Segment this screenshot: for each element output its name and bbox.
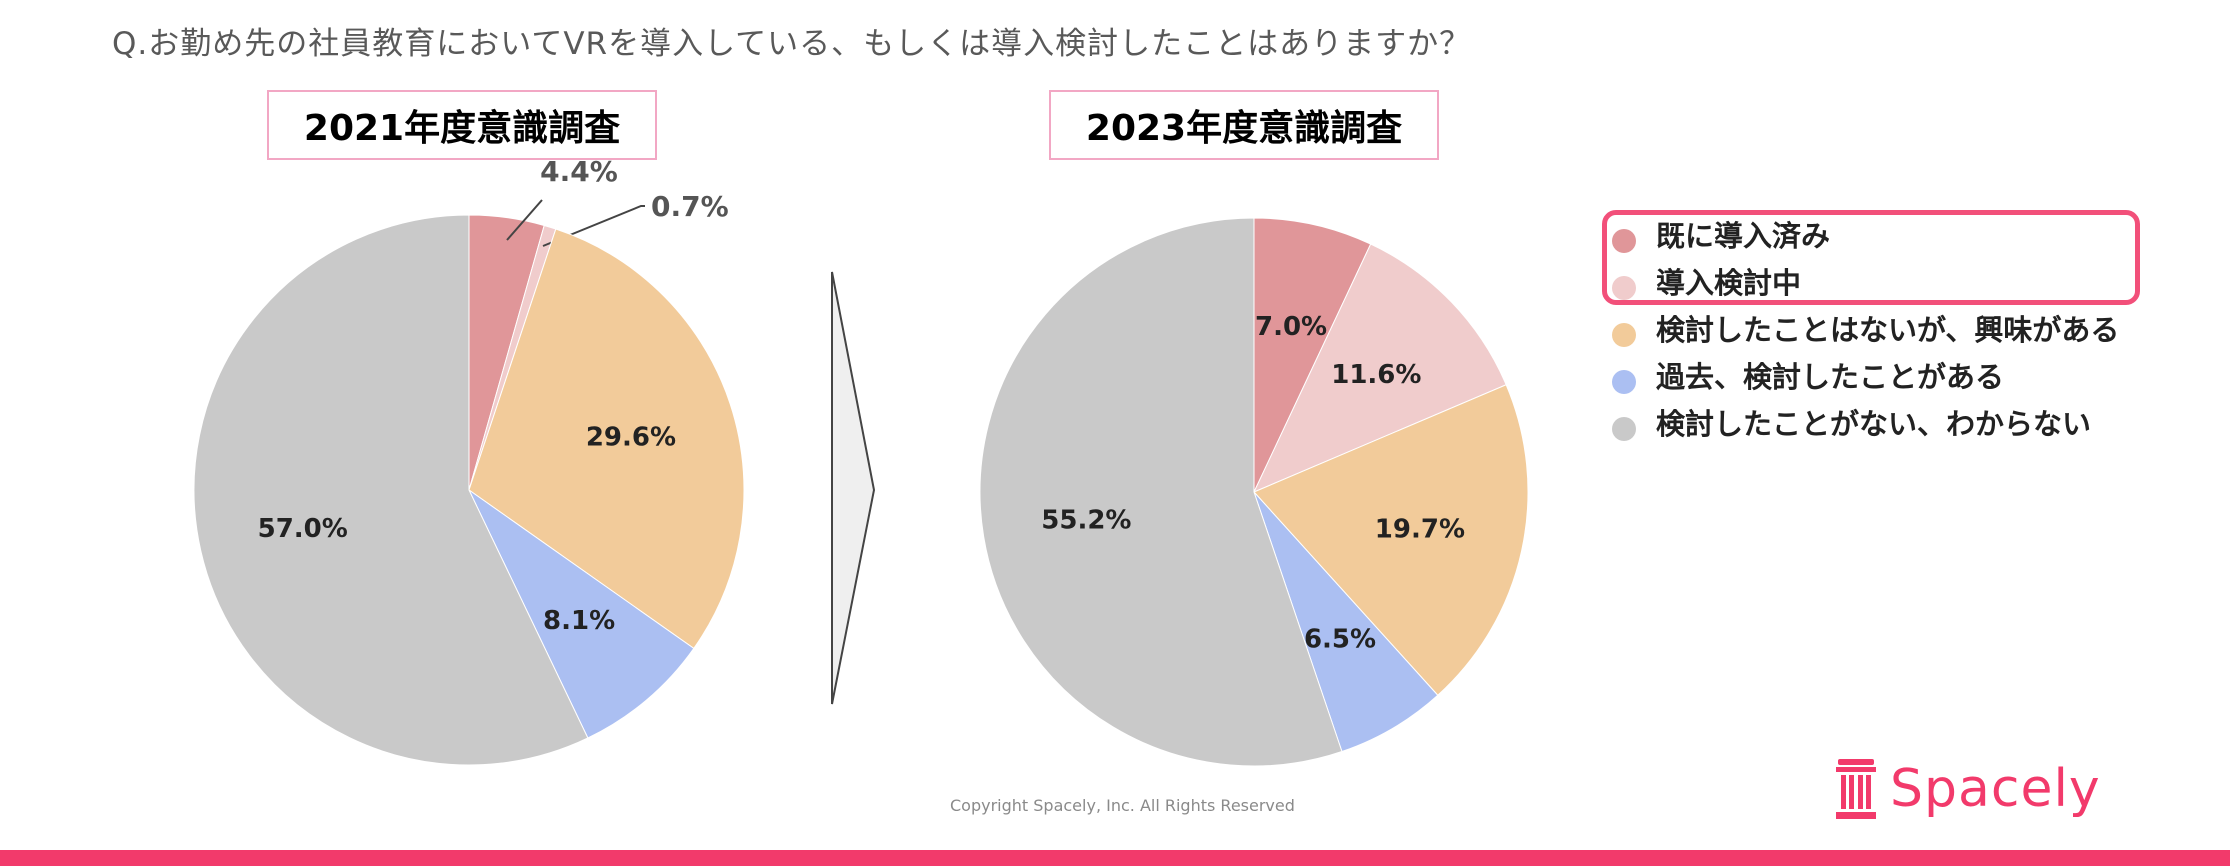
data-label-2021-past: 8.1% — [543, 606, 615, 636]
legend-label-none: 検討したことがない、わからない — [1656, 407, 2092, 441]
pillar-icon — [1836, 759, 1876, 819]
pie-slice-2021-past — [467, 488, 695, 739]
legend-dot-considering — [1612, 276, 1636, 300]
data-label-2023-introduced: 7.0% — [1255, 312, 1327, 342]
pie-slice-2023-interested — [1253, 384, 1529, 696]
chart-title-2021: 2021年度意識調査 — [267, 90, 657, 160]
logo-text: Spacely — [1890, 759, 2101, 819]
legend-dot-interested — [1612, 323, 1636, 347]
legend-item-none: 検討したことがない、わからない — [1612, 402, 2091, 442]
legend-highlight-box — [1602, 210, 2140, 305]
pie-2021: 4.4% 0.7% 29.6% 8.1% 57.0% — [193, 155, 745, 766]
data-label-2021-considering: 0.7% — [651, 190, 729, 223]
legend-dot-introduced — [1612, 229, 1636, 253]
spacely-logo: Spacely — [1836, 756, 2101, 822]
copyright-text: Copyright Spacely, Inc. All Rights Reser… — [950, 796, 1295, 815]
legend-label-introduced: 既に導入済み — [1656, 219, 1831, 253]
pie-slice-2021-interested — [468, 228, 745, 650]
pie-slice-2023-considering — [1252, 243, 1507, 493]
pie-slice-2023-past — [1253, 491, 1439, 753]
data-label-2021-introduced: 4.4% — [540, 155, 618, 188]
legend-label-considering: 導入検討中 — [1656, 266, 1802, 300]
data-label-2021-none: 57.0% — [258, 514, 348, 544]
question-text: Q.お勤め先の社員教育においてVRを導入している、もしくは導入検討したことはあり… — [112, 26, 1472, 62]
pie-slice-2021-none — [193, 214, 589, 766]
legend-item-past: 過去、検討したことがある — [1612, 355, 2004, 395]
legend-label-interested: 検討したことはないが、興味がある — [1656, 313, 2120, 347]
legend-item-considering: 導入検討中 — [1612, 261, 1801, 301]
legend-dot-none — [1612, 417, 1636, 441]
data-label-2021-interested: 29.6% — [586, 423, 676, 453]
pie-slice-2023-none — [979, 217, 1343, 767]
data-label-2023-past: 6.5% — [1304, 624, 1376, 654]
leader-line-2021-introduced — [506, 199, 543, 241]
legend-item-introduced: 既に導入済み — [1612, 214, 1830, 254]
chart-title-2023: 2023年度意識調査 — [1049, 90, 1439, 160]
legend-label-past: 過去、検討したことがある — [1656, 360, 2005, 394]
bottom-accent-bar — [0, 850, 2230, 866]
data-label-2023-interested: 19.7% — [1375, 515, 1465, 545]
legend-item-interested: 検討したことはないが、興味がある — [1612, 308, 2119, 348]
pie-slice-2023-introduced — [1253, 217, 1372, 493]
data-label-2023-none: 55.2% — [1041, 506, 1131, 536]
data-label-2023-considering: 11.6% — [1331, 360, 1421, 390]
legend-dot-past — [1612, 370, 1636, 394]
leader-line-2021-considering — [542, 205, 645, 247]
arrow-right-icon — [831, 271, 876, 705]
pie-2023: 7.0%11.6% 19.7% 6.5% 55.2% — [979, 217, 1529, 767]
